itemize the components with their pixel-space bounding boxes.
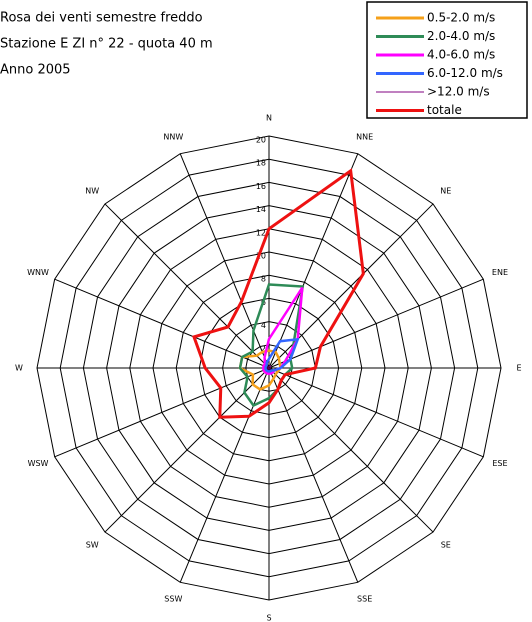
direction-label: W bbox=[15, 364, 23, 373]
direction-label: WSW bbox=[28, 459, 49, 468]
r-tick-label: 18 bbox=[256, 159, 266, 168]
direction-label: SSE bbox=[357, 594, 372, 603]
series-line bbox=[264, 337, 300, 373]
r-tick-label: 12 bbox=[256, 228, 266, 237]
spoke bbox=[104, 203, 270, 369]
spoke bbox=[268, 367, 359, 583]
direction-label: SE bbox=[441, 540, 451, 549]
legend-label: 2.0-4.0 m/s bbox=[427, 29, 495, 43]
chart-title: Anno 2005 bbox=[0, 63, 71, 78]
direction-label: ESE bbox=[492, 459, 507, 468]
series-line bbox=[238, 349, 282, 391]
chart-title: Stazione E ZI n° 22 - quota 40 m bbox=[0, 37, 213, 52]
legend-label: 6.0-12.0 m/s bbox=[427, 66, 503, 80]
direction-label: WNW bbox=[27, 268, 49, 277]
spoke bbox=[268, 367, 434, 533]
legend-label: 4.0-6.0 m/s bbox=[427, 48, 495, 62]
spoke bbox=[179, 367, 270, 583]
direction-label: SW bbox=[86, 540, 99, 549]
spoke bbox=[104, 367, 270, 533]
chart-title: Rosa dei venti semestre freddo bbox=[0, 11, 203, 26]
direction-label: N bbox=[266, 114, 272, 123]
spoke bbox=[54, 367, 270, 458]
series-line bbox=[267, 365, 272, 370]
direction-label: S bbox=[266, 614, 271, 622]
direction-label: ENE bbox=[492, 268, 508, 277]
series-line bbox=[261, 286, 304, 376]
r-tick-label: 20 bbox=[256, 136, 266, 145]
direction-label: NNW bbox=[163, 133, 183, 142]
r-tick-label: 10 bbox=[256, 252, 266, 261]
r-tick-label: 8 bbox=[261, 275, 266, 284]
direction-label: SSW bbox=[164, 594, 182, 603]
direction-label: E bbox=[516, 364, 521, 373]
spoke bbox=[268, 367, 484, 458]
legend-box bbox=[366, 1, 528, 119]
spoke bbox=[268, 153, 359, 369]
direction-label: NE bbox=[440, 187, 451, 196]
spoke bbox=[268, 278, 484, 369]
r-tick-label: 4 bbox=[261, 321, 266, 330]
spoke bbox=[54, 278, 270, 369]
direction-label: NW bbox=[85, 187, 99, 196]
series-line bbox=[192, 168, 365, 419]
legend-label: 0.5-2.0 m/s bbox=[427, 11, 495, 25]
r-tick-label: 16 bbox=[256, 182, 266, 191]
r-tick-label: 2 bbox=[261, 344, 266, 353]
legend-label: totale bbox=[427, 103, 462, 117]
r-tick-label: 14 bbox=[256, 205, 266, 214]
legend-label: >12.0 m/s bbox=[427, 85, 490, 99]
direction-label: NNE bbox=[356, 133, 373, 142]
